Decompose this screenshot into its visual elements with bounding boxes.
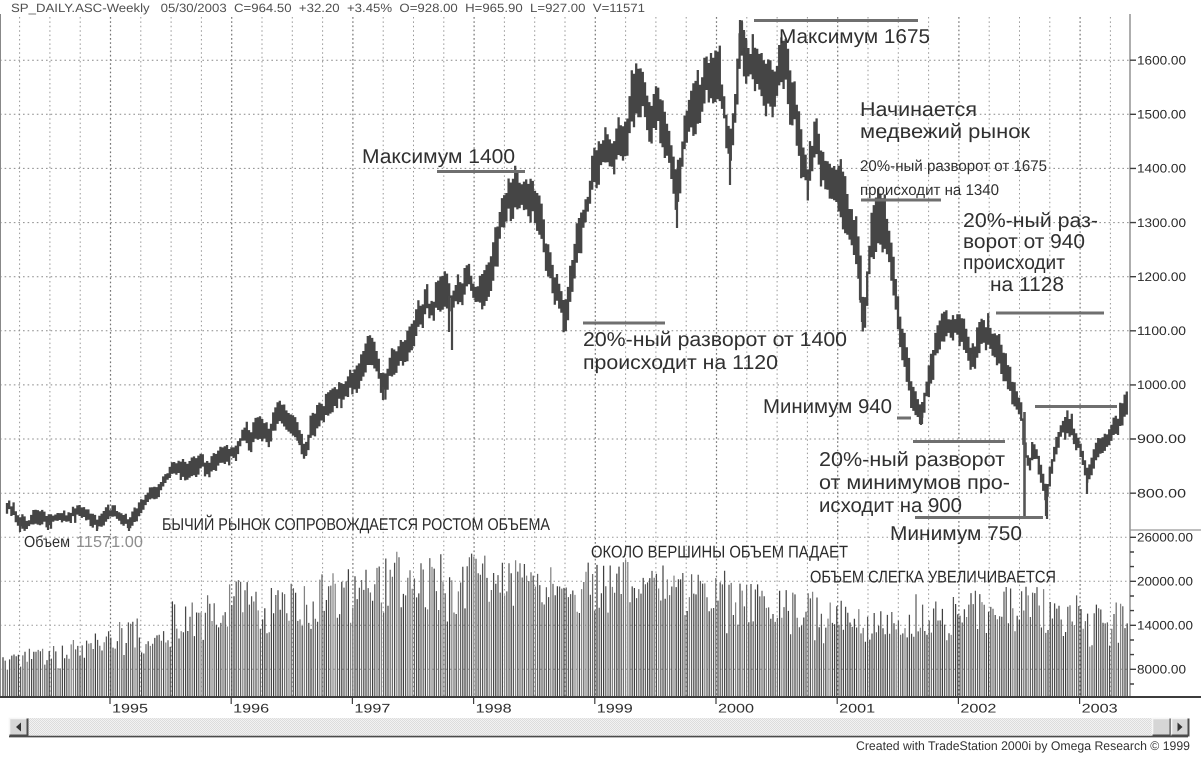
svg-text:20%-ный раз-: 20%-ный раз- [963, 210, 1098, 232]
svg-text:14000.00: 14000.00 [1137, 619, 1193, 633]
svg-text:1996: 1996 [233, 702, 269, 716]
svg-text:11571.00: 11571.00 [76, 534, 143, 551]
svg-text:2002: 2002 [960, 702, 996, 716]
svg-text:Минимум 750: Минимум 750 [890, 523, 1022, 545]
svg-text:26000.00: 26000.00 [1137, 531, 1193, 545]
svg-text:1998: 1998 [476, 702, 512, 716]
svg-text:1600.00: 1600.00 [1137, 53, 1186, 67]
svg-text:1000.00: 1000.00 [1137, 378, 1186, 392]
svg-text:20%-ный разворот: 20%-ный разворот [819, 449, 1005, 471]
svg-text:SP_DAILY.ASC-Weekly 05/30/20: SP_DAILY.ASC-Weekly 05/30/2003 C=964.50 … [11, 1, 645, 15]
svg-text:Минимум 940: Минимум 940 [763, 396, 892, 418]
svg-text:исходит на 900: исходит на 900 [819, 495, 962, 517]
svg-text:Объем: Объем [24, 534, 70, 551]
svg-text:2000: 2000 [718, 702, 754, 716]
svg-text:20000.00: 20000.00 [1137, 575, 1193, 589]
svg-text:ОБЪЕМ СЛЕГКА УВЕЛИЧИВАЕТСЯ: ОБЪЕМ СЛЕГКА УВЕЛИЧИВАЕТСЯ [810, 568, 1056, 587]
svg-text:медвежий рынок: медвежий рынок [860, 121, 1030, 143]
svg-text:800.00: 800.00 [1137, 486, 1186, 500]
svg-text:20%-ный разворот от 1400: 20%-ный разворот от 1400 [583, 329, 847, 351]
svg-text:1100.00: 1100.00 [1137, 324, 1186, 338]
svg-text:Начинается: Начинается [860, 99, 977, 121]
svg-text:БЫЧИЙ РЫНОК СОПРОВОЖДАЕТСЯ РОС: БЫЧИЙ РЫНОК СОПРОВОЖДАЕТСЯ РОСТОМ ОБЪЕМА [162, 514, 551, 534]
svg-text:1995: 1995 [112, 702, 148, 716]
svg-text:1999: 1999 [597, 702, 633, 716]
svg-text:Created with TradeStation 2000: Created with TradeStation 2000i by Omega… [856, 739, 1190, 753]
svg-text:1200.00: 1200.00 [1137, 270, 1186, 284]
svg-text:900.00: 900.00 [1137, 432, 1186, 446]
svg-text:8000.00: 8000.00 [1137, 663, 1186, 677]
svg-text:1997: 1997 [354, 702, 390, 716]
svg-text:2001: 2001 [839, 702, 875, 716]
svg-text:происходит: происходит [963, 252, 1065, 274]
svg-text:1500.00: 1500.00 [1137, 108, 1186, 122]
svg-text:на 1128: на 1128 [990, 274, 1064, 296]
svg-text:1300.00: 1300.00 [1137, 216, 1186, 230]
svg-text:ворот от 940: ворот от 940 [963, 231, 1085, 253]
svg-text:ОКОЛО ВЕРШИНЫ ОБЪЕМ ПАДАЕТ: ОКОЛО ВЕРШИНЫ ОБЪЕМ ПАДАЕТ [591, 543, 848, 562]
svg-text:Максимум 1400: Максимум 1400 [362, 146, 515, 168]
svg-text:от минимумов про-: от минимумов про- [819, 472, 1010, 494]
svg-text:происходит на 1340: происходит на 1340 [860, 182, 999, 199]
svg-text:20%-ный разворот от 1675: 20%-ный разворот от 1675 [860, 158, 1047, 175]
svg-text:происходит на 1120: происходит на 1120 [583, 352, 778, 374]
svg-text:Максимум 1675: Максимум 1675 [779, 26, 930, 48]
svg-text:2003: 2003 [1082, 702, 1118, 716]
svg-text:1400.00: 1400.00 [1137, 162, 1186, 176]
